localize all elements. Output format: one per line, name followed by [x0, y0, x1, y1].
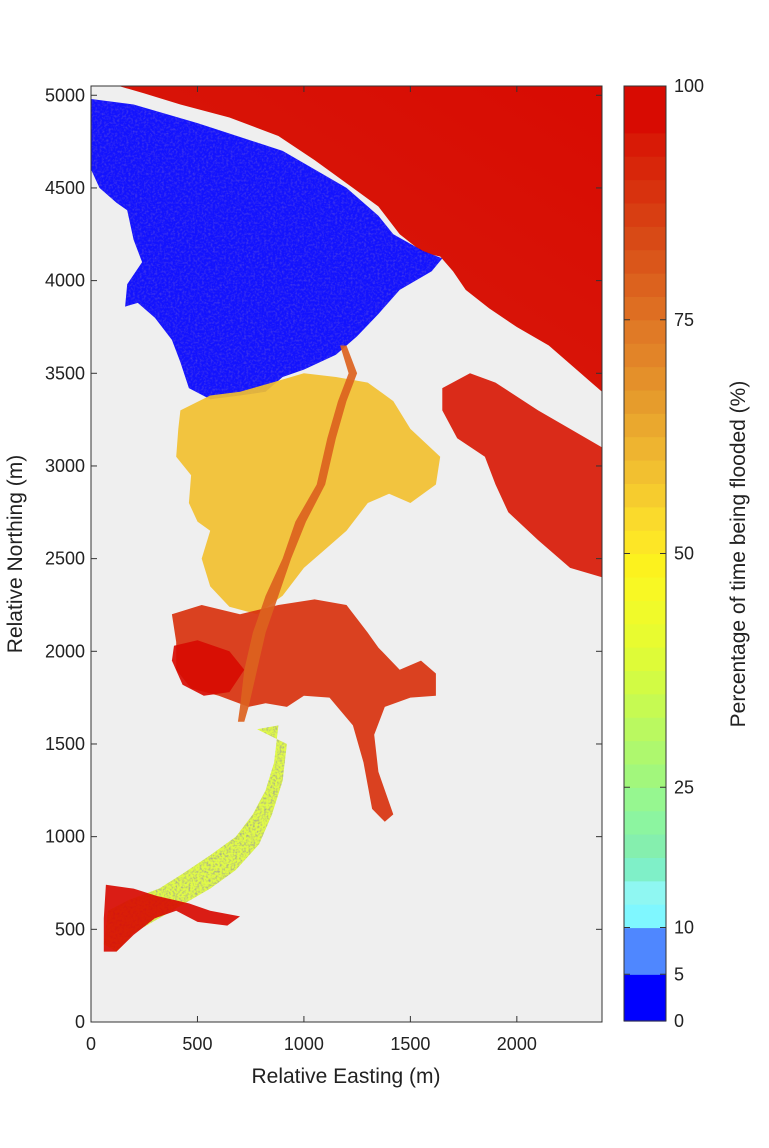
- colorbar-level: [624, 600, 666, 625]
- colorbar-level: [624, 787, 666, 812]
- colorbar-level: [624, 296, 666, 321]
- map-region-channel-network: [237, 345, 358, 722]
- map-region-southern-pool: [103, 884, 240, 952]
- colorbar-level: [624, 717, 666, 742]
- colorbar-level: [624, 460, 666, 484]
- y-tick-label: 4000: [45, 271, 85, 291]
- colorbar-tick-label: 50: [674, 544, 694, 564]
- colorbar-tick-label: 75: [674, 310, 694, 330]
- colorbar-level: [624, 740, 666, 765]
- colorbar-level: [624, 506, 666, 531]
- x-tick-label: 0: [86, 1034, 96, 1054]
- colorbar-tick-label: 10: [674, 918, 694, 938]
- y-axis-ticks: 0 500 1000 1500 2000 2500 3000 3500 4000 4500 5000: [45, 85, 602, 1032]
- y-tick-label: 4500: [45, 178, 85, 198]
- colorbar-label: Percentage of time being flooded (%): [727, 381, 750, 728]
- y-tick-label: 2500: [45, 549, 85, 569]
- colorbar-level: [624, 226, 666, 251]
- y-tick-label: 5000: [45, 85, 85, 105]
- colorbar-level: [624, 413, 666, 438]
- colorbar-level: [624, 647, 666, 671]
- colorbar-level: [624, 693, 666, 718]
- colorbar-tick-label: 5: [674, 964, 684, 984]
- colorbar-level: [624, 974, 666, 1022]
- colorbar: 0 5 10 25 50 75 100: [623, 76, 704, 1031]
- colorbar-level: [624, 273, 666, 297]
- colorbar-level: [624, 436, 666, 461]
- x-tick-label: 1000: [284, 1034, 324, 1054]
- colorbar-level: [624, 927, 666, 975]
- y-tick-label: 1000: [45, 827, 85, 847]
- map-region-texture-marsh-upper: [91, 99, 443, 400]
- y-tick-label: 3000: [45, 456, 85, 476]
- y-tick-label: 2000: [45, 641, 85, 661]
- colorbar-level: [624, 366, 666, 391]
- y-tick-label: 0: [75, 1012, 85, 1032]
- colorbar-level: [624, 834, 666, 858]
- x-tick-label: 1500: [390, 1034, 430, 1054]
- colorbar-level: [624, 156, 666, 181]
- y-axis-label: Relative Northing (m): [4, 455, 27, 653]
- map-region-southeastern-ponds: [442, 373, 602, 578]
- colorbar-levels: [624, 86, 666, 1022]
- x-tick-label: 500: [182, 1034, 212, 1054]
- colorbar-tick-label: 100: [674, 76, 704, 96]
- colorbar-level: [624, 132, 666, 157]
- colorbar-tick-label: 0: [674, 1011, 684, 1031]
- x-axis-ticks: 0 500 1000 1500 2000: [86, 86, 537, 1054]
- map-region-marsh-middle: [176, 373, 441, 615]
- colorbar-level: [624, 576, 666, 601]
- colorbar-level: [624, 810, 666, 835]
- flood-map-layer: [91, 86, 602, 952]
- colorbar-level: [624, 553, 666, 578]
- colorbar-level: [624, 343, 666, 368]
- colorbar-level: [624, 483, 666, 508]
- x-axis-label: Relative Easting (m): [251, 1065, 440, 1088]
- colorbar-level: [624, 179, 666, 204]
- map-region-western-pool: [171, 640, 245, 696]
- colorbar-tick-label: 25: [674, 777, 694, 797]
- colorbar-ticks: 0 5 10 25 50 75 100: [624, 76, 704, 1031]
- colorbar-level: [624, 880, 666, 905]
- y-tick-label: 3500: [45, 363, 85, 383]
- colorbar-level: [624, 623, 666, 648]
- y-tick-label: 500: [55, 919, 85, 939]
- colorbar-level: [624, 86, 666, 134]
- colorbar-level: [624, 202, 666, 227]
- colorbar-level: [624, 857, 666, 882]
- colorbar-level: [624, 249, 666, 274]
- colorbar-level: [624, 530, 666, 555]
- map-region-sea: [118, 86, 602, 392]
- map-region-marsh-lower: [171, 599, 436, 822]
- plot-frame: [90, 85, 603, 1023]
- colorbar-level: [624, 763, 666, 788]
- colorbar-level: [624, 319, 666, 344]
- colorbar-level: [624, 904, 666, 929]
- colorbar-level: [624, 670, 666, 695]
- colorbar-level: [624, 389, 666, 414]
- y-tick-label: 1500: [45, 734, 85, 754]
- x-tick-label: 2000: [497, 1034, 537, 1054]
- plot-area: 0 500 1000 1500 2000 0 500 1000 1500 2000 2500 300…: [45, 85, 603, 1054]
